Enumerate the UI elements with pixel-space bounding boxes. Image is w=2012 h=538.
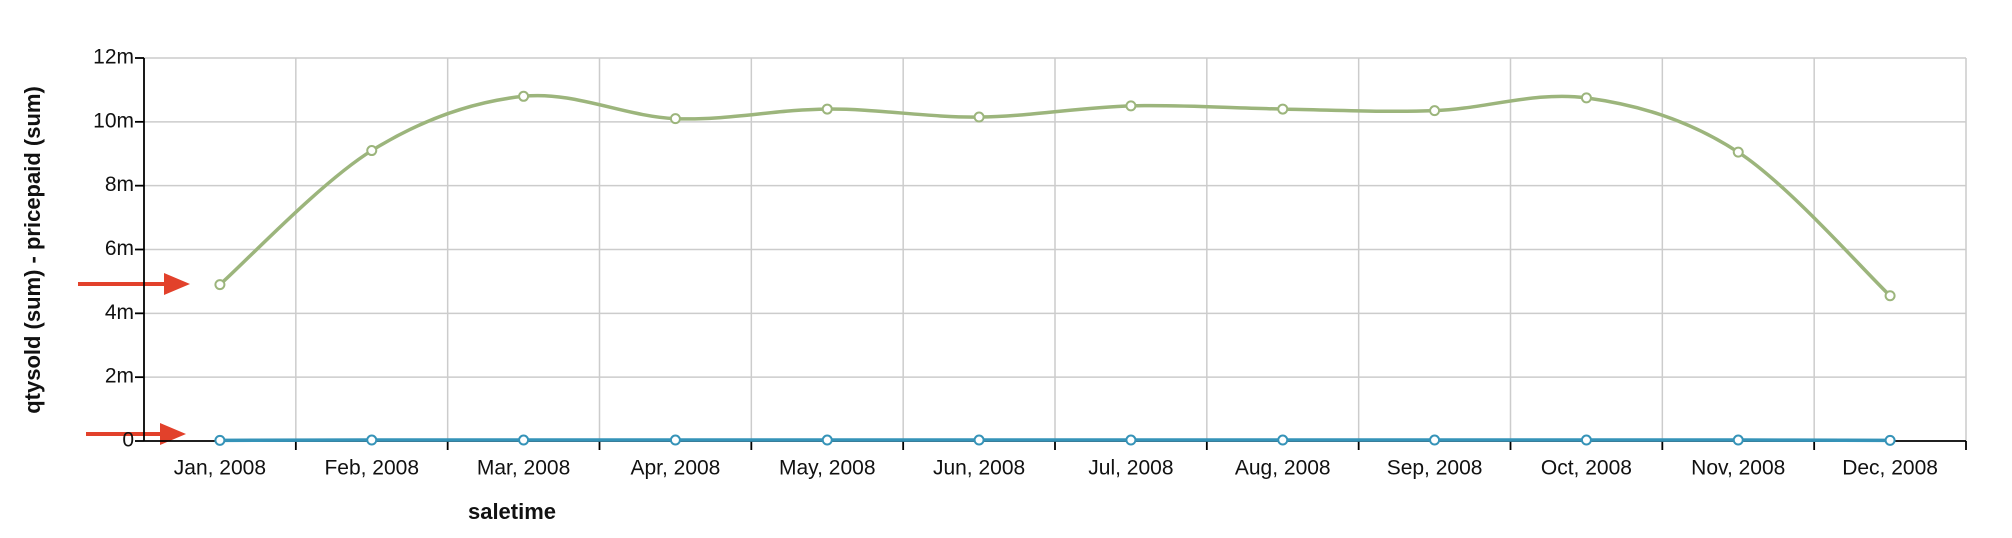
x-tick-label: Sep, 2008 xyxy=(1387,457,1483,480)
data-point xyxy=(1732,434,1744,446)
data-point xyxy=(1580,434,1592,446)
data-point xyxy=(821,434,833,446)
data-point xyxy=(214,434,226,446)
series-line xyxy=(218,93,1892,298)
data-point xyxy=(1277,434,1289,446)
x-axis-label: saletime xyxy=(468,499,556,524)
data-point xyxy=(1429,434,1441,446)
data-point xyxy=(1125,100,1137,112)
data-point xyxy=(518,90,530,102)
data-point xyxy=(214,279,226,291)
y-tick-label: 8m xyxy=(105,173,134,196)
data-point xyxy=(366,434,378,446)
data-point xyxy=(1884,290,1896,302)
y-tick-label: 10m xyxy=(93,109,134,132)
annotation-arrow xyxy=(86,423,186,445)
data-point xyxy=(821,103,833,115)
data-point xyxy=(366,145,378,157)
x-tick-label: Dec, 2008 xyxy=(1842,457,1938,480)
x-tick-label: Feb, 2008 xyxy=(324,457,419,480)
data-point xyxy=(1732,146,1744,158)
x-tick-label: Aug, 2008 xyxy=(1235,457,1331,480)
x-tick-label: Jul, 2008 xyxy=(1088,457,1173,480)
y-tick-label: 4m xyxy=(105,301,134,324)
x-tick-label: Nov, 2008 xyxy=(1691,457,1785,480)
y-tick-label: 2m xyxy=(105,365,134,388)
data-point xyxy=(669,113,681,125)
data-point xyxy=(1884,434,1896,446)
y-tick-label: 12m xyxy=(93,46,134,69)
x-tick-label: Apr, 2008 xyxy=(630,457,720,480)
data-point xyxy=(1125,434,1137,446)
x-tick-label: Jan, 2008 xyxy=(174,457,266,480)
data-point xyxy=(973,434,985,446)
annotation-arrow xyxy=(78,273,190,295)
data-point xyxy=(1429,105,1441,117)
data-point xyxy=(973,111,985,123)
y-tick-label: 6m xyxy=(105,237,134,260)
y-axis-label: qtysold (sum) - pricepaid (sum) xyxy=(20,86,45,414)
x-tick-label: Mar, 2008 xyxy=(477,457,570,480)
data-point xyxy=(1580,92,1592,104)
x-tick-label: Jun, 2008 xyxy=(933,457,1025,480)
data-point xyxy=(1277,103,1289,115)
y-tick-label: 0 xyxy=(122,429,134,452)
x-tick-label: Oct, 2008 xyxy=(1541,457,1632,480)
x-tick-label: May, 2008 xyxy=(779,457,876,480)
data-point xyxy=(669,434,681,446)
data-point xyxy=(518,434,530,446)
